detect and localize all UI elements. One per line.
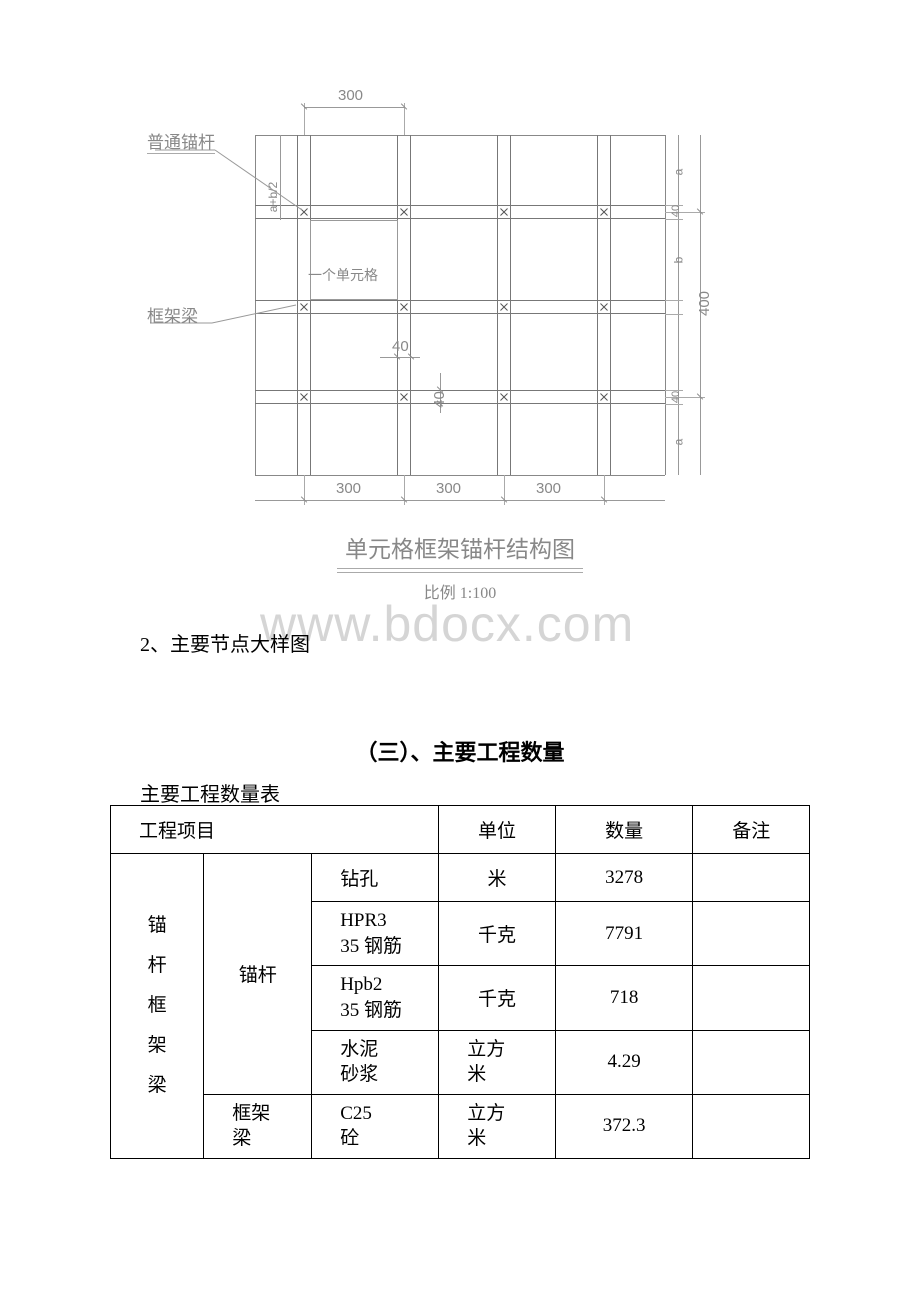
- cell-qty: 4.29: [555, 1030, 693, 1094]
- cell-item: Hpb235 钢筋: [312, 966, 439, 1030]
- cell-unit: 立方米: [439, 1094, 556, 1158]
- table-row: 锚 杆 框 架 梁 锚杆 钻孔 米 3278: [111, 854, 810, 902]
- th-project: 工程项目: [111, 806, 439, 854]
- table-caption: 主要工程数量表: [140, 778, 280, 807]
- cell-qty: 7791: [555, 902, 693, 966]
- structure-diagram: 300 300 300 300 400 a 40 b 40 a 40 40 a+…: [150, 95, 700, 575]
- label-anchor: 普通锚杆: [147, 128, 215, 154]
- cell-unit: 千克: [439, 966, 556, 1030]
- cell-item: HPR335 钢筋: [312, 902, 439, 966]
- cell-item: 钻孔: [312, 854, 439, 902]
- quantity-table: 工程项目 单位 数量 备注 锚 杆 框 架 梁 锚杆 钻孔 米 3278 HPR…: [110, 805, 810, 1159]
- cell-note: [693, 966, 810, 1030]
- label-frame: 框架梁: [147, 302, 198, 327]
- section-heading: （三）、主要工程数量: [0, 735, 920, 767]
- th-unit: 单位: [439, 806, 556, 854]
- cell-note: [693, 902, 810, 966]
- cell-qty: 3278: [555, 854, 693, 902]
- watermark: www.bdocx.com: [260, 595, 634, 653]
- table-row: 框架梁 C25砼 立方米 372.3: [111, 1094, 810, 1158]
- cell-note: [693, 1030, 810, 1094]
- cell-qty: 718: [555, 966, 693, 1030]
- cell-qty: 372.3: [555, 1094, 693, 1158]
- cell-unit: 千克: [439, 902, 556, 966]
- cell-unit: 米: [439, 854, 556, 902]
- cell-item: C25砼: [312, 1094, 439, 1158]
- th-note: 备注: [693, 806, 810, 854]
- cell-unit: 立方米: [439, 1030, 556, 1094]
- cell-item: 水泥砂浆: [312, 1030, 439, 1094]
- drawing-title-block: 单元格框架锚杆结构图 比例 1:100: [0, 530, 920, 603]
- table-header-row: 工程项目 单位 数量 备注: [111, 806, 810, 854]
- cell-group: 锚 杆 框 架 梁: [111, 854, 204, 1159]
- cell-note: [693, 854, 810, 902]
- cell-note: [693, 1094, 810, 1158]
- drawing-title: 单元格框架锚杆结构图: [337, 530, 583, 569]
- body-line-2: 2、主要节点大样图: [140, 628, 310, 657]
- th-qty: 数量: [555, 806, 693, 854]
- label-unit-cell: 一个单元格: [308, 265, 378, 285]
- cell-sub-anchor: 锚杆: [204, 854, 312, 1095]
- cell-sub-frame: 框架梁: [204, 1094, 312, 1158]
